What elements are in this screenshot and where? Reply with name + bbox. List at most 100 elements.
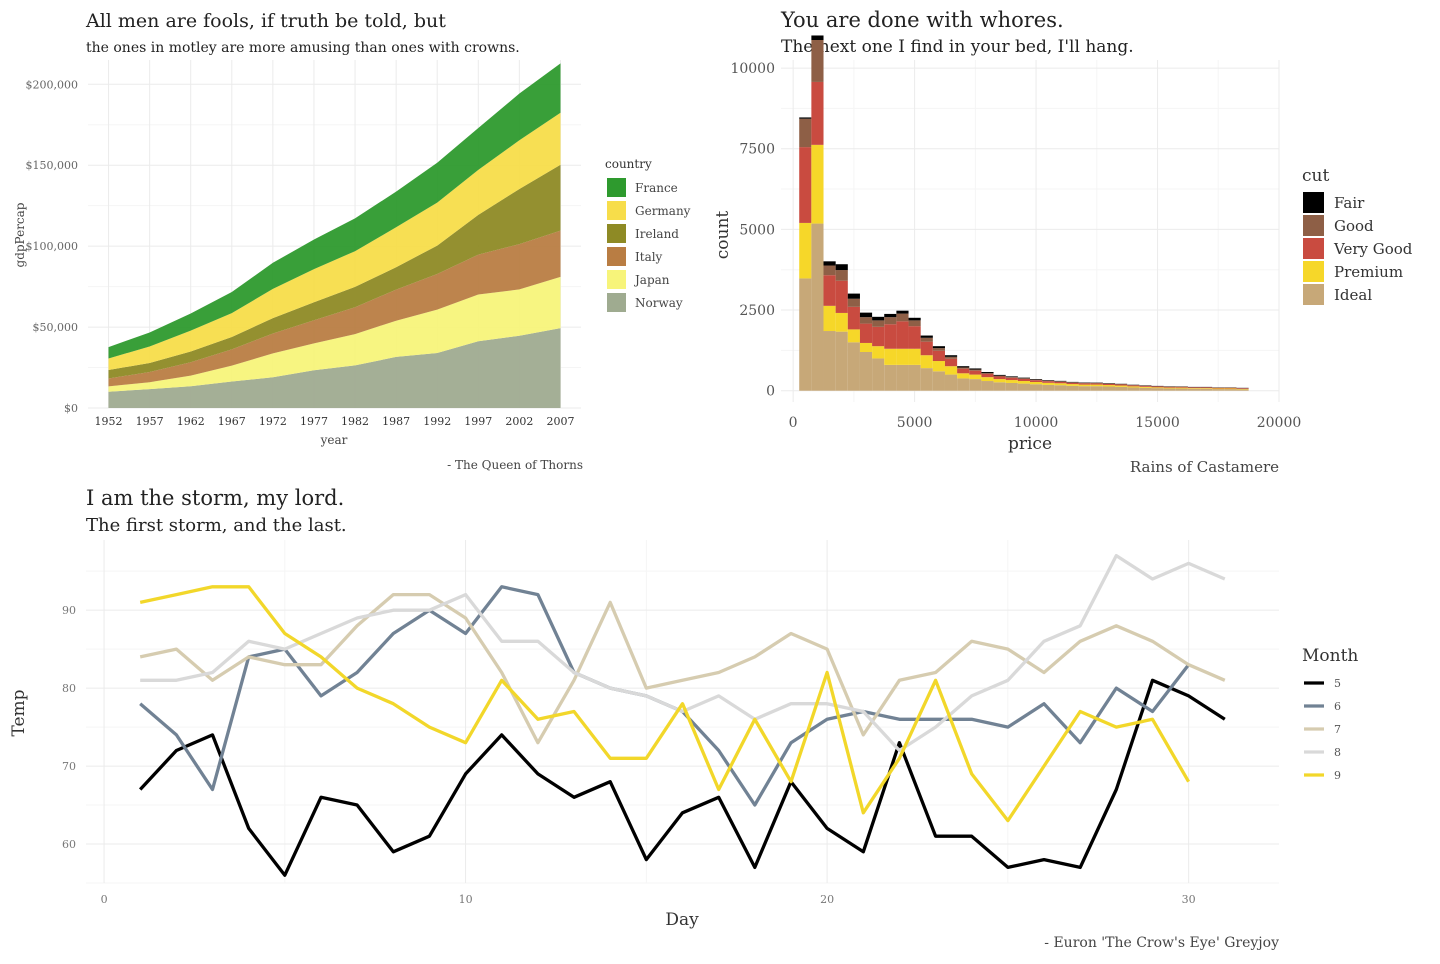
p2-bar-good bbox=[994, 376, 1006, 377]
p2-bar-ideal bbox=[1236, 389, 1248, 390]
p3-y-tick-label: 70 bbox=[62, 760, 76, 773]
p2-bar-ideal bbox=[896, 365, 908, 391]
p1-legend-label: Italy bbox=[635, 250, 663, 264]
p2-bar-premium bbox=[799, 223, 811, 278]
p2-bar-very-good bbox=[872, 327, 884, 346]
p1-x-tick-label: 1952 bbox=[95, 415, 123, 428]
p2-bar-fair bbox=[969, 368, 981, 369]
p3-x-tick-label: 20 bbox=[820, 893, 834, 906]
p2-bar-very-good bbox=[957, 369, 969, 374]
p3-x-tick-label: 30 bbox=[1182, 893, 1196, 906]
panel-temp-line-chart: I am the storm, my lord. The first storm… bbox=[9, 486, 1358, 951]
p2-bar-good bbox=[824, 266, 836, 276]
p2-y-tick-label: 0 bbox=[766, 384, 775, 400]
p2-bar-very-good bbox=[1188, 387, 1200, 388]
p2-bar-ideal bbox=[1200, 389, 1212, 391]
p2-bar-fair bbox=[945, 355, 957, 357]
p2-bar-good bbox=[836, 270, 848, 281]
p2-bar-premium bbox=[896, 349, 908, 365]
p2-bar-premium bbox=[945, 366, 957, 374]
p1-x-tick-label: 1997 bbox=[464, 415, 492, 428]
p2-bar-ideal bbox=[1224, 389, 1236, 391]
p2-legend-title: cut bbox=[1302, 166, 1329, 186]
p2-bar-premium bbox=[1127, 386, 1139, 387]
panel-price-histogram: You are done with whores. The next one I… bbox=[713, 8, 1413, 476]
p2-bar-very-good bbox=[1200, 387, 1212, 388]
p2-bar-good bbox=[811, 40, 823, 82]
p2-bar-very-good bbox=[896, 321, 908, 348]
p2-bar-good bbox=[860, 317, 872, 323]
p2-bar-premium bbox=[1091, 385, 1103, 387]
p2-bar-fair bbox=[1018, 378, 1030, 379]
p3-subtitle: The first storm, and the last. bbox=[86, 515, 347, 536]
p3-y-tick-label: 80 bbox=[62, 682, 76, 695]
p3-y-axis-label: Temp bbox=[9, 689, 29, 736]
p2-bar-fair bbox=[981, 372, 993, 373]
p2-bar-ideal bbox=[836, 332, 848, 391]
p1-x-tick-label: 1962 bbox=[177, 415, 205, 428]
p1-x-tick-label: 1992 bbox=[423, 415, 451, 428]
p1-areas bbox=[109, 63, 561, 408]
p2-bar-ideal bbox=[860, 352, 872, 391]
p2-bar-good bbox=[1042, 381, 1054, 382]
p2-bar-very-good bbox=[848, 307, 860, 330]
p2-bar-very-good bbox=[1115, 385, 1127, 386]
p2-bar-fair bbox=[799, 117, 811, 118]
p2-bar-very-good bbox=[933, 351, 945, 361]
p1-y-tick-label: $150,000 bbox=[26, 159, 79, 172]
p2-x-tick-label: 5000 bbox=[897, 415, 933, 431]
p2-legend-key-fair bbox=[1303, 192, 1324, 213]
p2-y-tick-label: 2500 bbox=[739, 303, 775, 319]
p1-x-tick-label: 1967 bbox=[218, 415, 246, 428]
p2-bar-very-good bbox=[860, 324, 872, 343]
p2-bar-premium bbox=[1212, 388, 1224, 389]
p2-bar-very-good bbox=[1236, 388, 1248, 389]
p2-bar-premium bbox=[824, 306, 836, 331]
p2-bar-ideal bbox=[1091, 386, 1103, 391]
p2-legend-key-very-good bbox=[1303, 238, 1324, 259]
p2-bar-premium bbox=[1054, 383, 1066, 385]
p2-bar-premium bbox=[884, 349, 896, 365]
p1-title: All men are fools, if truth be told, but bbox=[85, 10, 446, 32]
p2-bar-premium bbox=[1079, 385, 1091, 387]
p2-bar-good bbox=[969, 370, 981, 371]
p2-x-tick-label: 20000 bbox=[1257, 415, 1302, 431]
p1-legend-key-ireland bbox=[607, 224, 626, 243]
p2-bar-ideal bbox=[957, 378, 969, 390]
p2-bar-ideal bbox=[848, 342, 860, 390]
p2-bar-very-good bbox=[1127, 385, 1139, 386]
p2-bar-good bbox=[1018, 378, 1030, 379]
p2-bar-very-good bbox=[1212, 388, 1224, 389]
p2-x-tick-label: 10000 bbox=[1014, 415, 1059, 431]
p2-bar-ideal bbox=[1164, 388, 1176, 390]
p2-bar-premium bbox=[1006, 380, 1018, 383]
p3-x-tick-label: 10 bbox=[459, 893, 473, 906]
p2-bar-very-good bbox=[1164, 387, 1176, 388]
p2-legend-key-ideal bbox=[1303, 284, 1324, 305]
p2-title: You are done with whores. bbox=[780, 8, 1064, 32]
p1-y-axis-label: gdpPercap bbox=[13, 202, 27, 267]
p1-legend-label: Norway bbox=[635, 296, 683, 310]
p3-legend-label: 7 bbox=[1334, 723, 1341, 736]
p3-line-month-5 bbox=[140, 680, 1225, 875]
p2-bar-very-good bbox=[1091, 383, 1103, 384]
p1-x-tick-label: 1987 bbox=[382, 415, 410, 428]
p2-bar-very-good bbox=[836, 281, 848, 313]
p2-bar-ideal bbox=[1079, 386, 1091, 391]
p2-bar-premium bbox=[860, 343, 872, 352]
p1-caption: - The Queen of Thorns bbox=[447, 458, 583, 472]
p3-x-axis-label: Day bbox=[665, 910, 699, 930]
p2-bar-premium bbox=[1139, 387, 1151, 388]
p2-bar-ideal bbox=[1042, 385, 1054, 391]
p2-bar-good bbox=[957, 367, 969, 368]
p2-bar-premium bbox=[969, 375, 981, 380]
p2-bar-premium bbox=[909, 349, 921, 365]
p2-bar-premium bbox=[933, 361, 945, 371]
p2-bar-good bbox=[884, 317, 896, 324]
p1-subtitle: the ones in motley are more amusing than… bbox=[86, 40, 520, 56]
p2-bar-premium bbox=[811, 145, 823, 224]
